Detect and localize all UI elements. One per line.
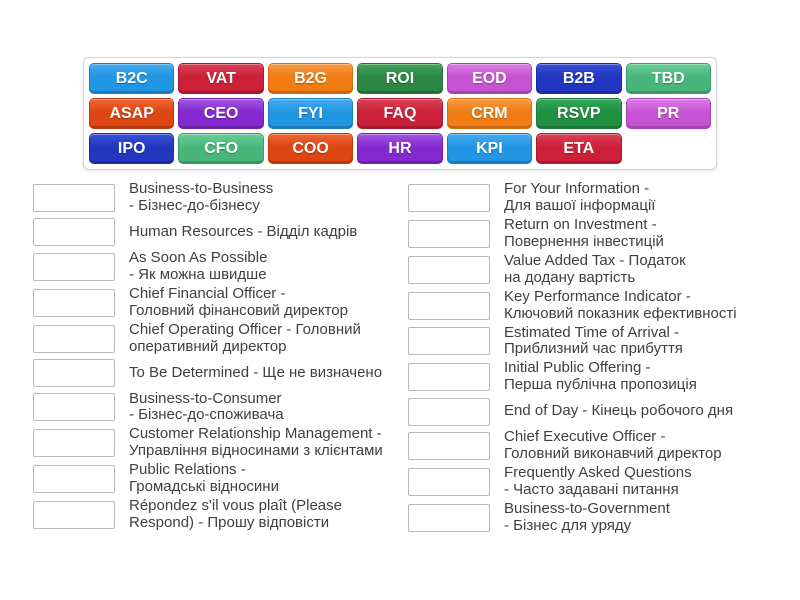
tile-ceo[interactable]: CEO (178, 98, 264, 129)
match-row: Chief Operating Officer - Головний опера… (33, 320, 400, 356)
definition-text: Human Resources - Відділ кадрів (129, 222, 358, 240)
answer-slot[interactable] (408, 432, 490, 461)
match-row: Business-to-Consumer - Бізнес-до-спожива… (33, 389, 400, 425)
tile-row: IPO CFO COO HR KPI ETA (89, 133, 711, 164)
match-row: Human Resources - Відділ кадрів (33, 217, 400, 248)
match-row: Business-to-Government - Бізнес для уряд… (408, 500, 775, 535)
answer-slot[interactable] (408, 327, 490, 356)
definition-text: End of Day - Кінець робочого дня (504, 402, 734, 420)
tile-b2g[interactable]: B2G (267, 63, 354, 94)
tile-rsvp[interactable]: RSVP (536, 98, 622, 129)
answer-slot[interactable] (33, 183, 115, 212)
definition-text: Business-to-Government - Бізнес для уряд… (504, 500, 670, 534)
answer-slot[interactable] (33, 288, 115, 317)
answer-slot[interactable] (408, 363, 490, 392)
tile-vat[interactable]: VAT (178, 63, 264, 94)
match-row: Répondez s'il vous plaît (Please Respond… (33, 497, 400, 532)
match-row: Business-to-Business - Бізнес-до-бізнесу (33, 180, 400, 215)
definition-text: Key Performance Indicator - Ключовий пок… (504, 287, 737, 322)
match-row: End of Day - Кінець робочого дня (408, 396, 775, 427)
tile-row: B2C VAT B2G ROI EOD B2B TBD (89, 63, 711, 94)
tile-pr[interactable]: PR (625, 98, 711, 129)
tile-ipo[interactable]: IPO (89, 133, 175, 164)
tile-faq[interactable]: FAQ (357, 98, 443, 129)
match-row: Value Added Tax - Податок на додану варт… (408, 251, 775, 287)
match-row: Customer Relationship Management - Управ… (33, 425, 400, 460)
answer-slot[interactable] (408, 503, 490, 532)
answer-slot[interactable] (33, 429, 115, 458)
tile-crm[interactable]: CRM (446, 98, 533, 129)
match-row: Frequently Asked Questions - Часто задав… (408, 464, 775, 499)
answer-slot[interactable] (408, 291, 490, 320)
definition-text: To Be Determined - Ще не визначено (129, 363, 383, 381)
tile-roi[interactable]: ROI (357, 63, 443, 94)
definition-text: Customer Relationship Management - Управ… (129, 425, 383, 460)
tile-asap[interactable]: ASAP (89, 98, 175, 129)
definition-text: Business-to-Consumer - Бізнес-до-спожива… (129, 389, 284, 424)
definition-text: As Soon As Possible - Як можна швидше (129, 248, 268, 283)
tile-coo[interactable]: COO (267, 133, 354, 164)
tile-b2b[interactable]: B2B (536, 63, 622, 94)
definition-text: Répondez s'il vous plaît (Please Respond… (129, 497, 342, 532)
answer-slot[interactable] (408, 397, 490, 426)
answer-slot[interactable] (33, 218, 115, 247)
definition-text: Business-to-Business - Бізнес-до-бізнесу (129, 180, 274, 214)
definitions-column-left: Business-to-Business - Бізнес-до-бізнесу… (33, 180, 400, 534)
answer-slot[interactable] (33, 359, 115, 387)
definition-text: For Your Information - Для вашої інформа… (504, 180, 656, 214)
match-row: To Be Determined - Ще не визначено (33, 358, 400, 389)
answer-slot[interactable] (33, 393, 115, 422)
answer-slot[interactable] (408, 468, 490, 497)
definition-text: Public Relations - Громадські відносини (129, 461, 279, 496)
answer-slot[interactable] (33, 324, 115, 353)
tile-eod[interactable]: EOD (446, 63, 533, 94)
answer-slot[interactable] (33, 465, 115, 494)
definitions-area: Business-to-Business - Бізнес-до-бізнесу… (33, 180, 775, 537)
tile-b2c[interactable]: B2C (89, 63, 175, 94)
match-row: Public Relations - Громадські відносини (33, 461, 400, 496)
definition-text: Chief Financial Officer - Головний фінан… (129, 284, 348, 319)
match-row: Return on Investment - Повернення інвест… (408, 215, 775, 251)
answer-slot[interactable] (33, 501, 115, 530)
tile-row: ASAP CEO FYI FAQ CRM RSVP PR (89, 98, 711, 129)
answer-slot[interactable] (408, 183, 490, 212)
tile-tbd[interactable]: TBD (625, 63, 711, 94)
definition-text: Value Added Tax - Податок на додану варт… (504, 251, 686, 286)
tile-eta[interactable]: ETA (536, 133, 622, 164)
match-row: For Your Information - Для вашої інформа… (408, 180, 775, 215)
definition-text: Return on Investment - Повернення інвест… (504, 215, 664, 250)
match-row: Chief Executive Officer - Головний викон… (408, 428, 775, 463)
answer-slot[interactable] (408, 219, 490, 248)
tile-kpi[interactable]: KPI (446, 133, 533, 164)
tile-fyi[interactable]: FYI (267, 98, 354, 129)
definition-text: Initial Public Offering - Перша публічна… (504, 359, 697, 394)
match-row: Chief Financial Officer - Головний фінан… (33, 284, 400, 320)
definition-text: Chief Operating Officer - Головний опера… (129, 320, 361, 355)
answer-tiles-panel: B2C VAT B2G ROI EOD B2B TBD ASAP CEO FYI FAQ CRM RSV… (83, 57, 717, 170)
answer-slot[interactable] (33, 252, 115, 281)
match-row: Estimated Time of Arrival - Приблизний ч… (408, 323, 775, 359)
answer-slot[interactable] (408, 255, 490, 284)
definition-text: Estimated Time of Arrival - Приблизний ч… (504, 323, 683, 358)
match-row: Initial Public Offering - Перша публічна… (408, 359, 775, 394)
definitions-column-right: For Your Information - Для вашої інформа… (408, 180, 775, 537)
tile-cfo[interactable]: CFO (178, 133, 264, 164)
match-row: Key Performance Indicator - Ключовий пок… (408, 287, 775, 323)
definition-text: Chief Executive Officer - Головний викон… (504, 428, 722, 463)
tile-hr[interactable]: HR (357, 133, 443, 164)
match-row: As Soon As Possible - Як можна швидше (33, 248, 400, 284)
definition-text: Frequently Asked Questions - Часто задав… (504, 464, 692, 499)
